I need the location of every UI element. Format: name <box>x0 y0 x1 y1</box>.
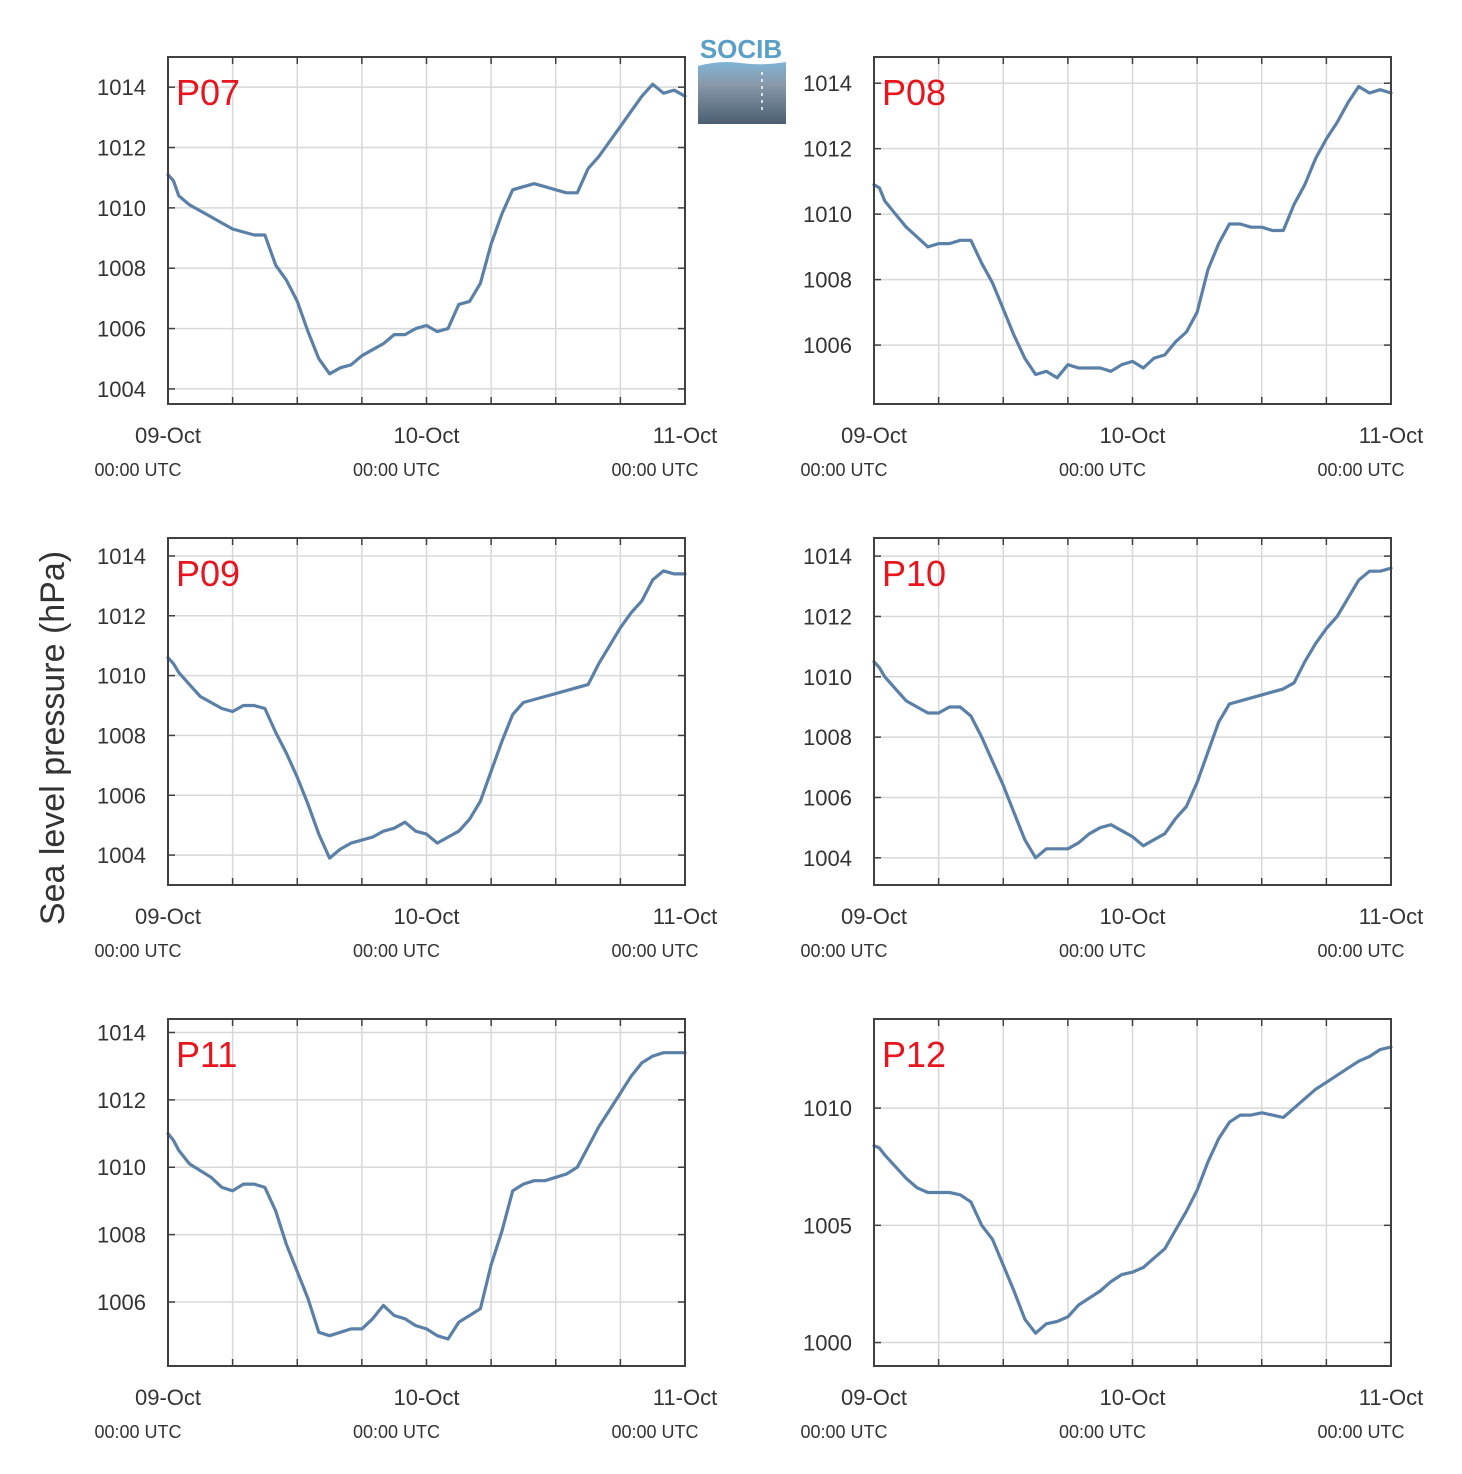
x-tick-time-label: 00:00 UTC <box>353 941 440 961</box>
y-tick-label: 1010 <box>97 1155 146 1180</box>
y-tick-label: 1010 <box>803 665 852 690</box>
panel-title: P11 <box>176 1034 237 1075</box>
series-line <box>166 1051 687 1341</box>
x-tick-time-label: 00:00 UTC <box>800 1422 887 1442</box>
y-tick-label: 1014 <box>97 544 146 569</box>
x-tick-date-label: 10-Oct <box>1099 904 1165 929</box>
x-tick-time-label: 00:00 UTC <box>611 1422 698 1442</box>
x-tick-date-label: 09-Oct <box>841 904 907 929</box>
panel-title: P09 <box>176 553 240 594</box>
y-tick-label: 1006 <box>97 317 146 342</box>
y-tick-label: 1008 <box>803 725 852 750</box>
x-tick-date-label: 09-Oct <box>135 904 201 929</box>
x-tick-time-label: 00:00 UTC <box>353 460 440 480</box>
y-tick-label: 1004 <box>97 843 146 868</box>
x-tick-time-label: 00:00 UTC <box>353 1422 440 1442</box>
x-tick-date-label: 11-Oct <box>653 1385 717 1410</box>
panel-title: P10 <box>882 553 946 594</box>
socib-logo: SOCIB <box>698 34 786 124</box>
x-tick-time-label: 00:00 UTC <box>94 460 181 480</box>
x-tick-date-label: 10-Oct <box>1099 1385 1165 1410</box>
x-tick-time-label: 00:00 UTC <box>611 460 698 480</box>
x-tick-time-label: 00:00 UTC <box>1317 941 1404 961</box>
y-tick-label: 1014 <box>97 75 146 100</box>
y-tick-label: 1005 <box>803 1213 852 1238</box>
series-line <box>166 82 687 376</box>
y-tick-label: 1008 <box>97 723 146 748</box>
x-tick-time-label: 00:00 UTC <box>1059 1422 1146 1442</box>
panel-p09: 1004 1006 1008 1010 1012 1014 P09 09-Oct 00:00 U… <box>94 537 717 961</box>
series-line <box>872 84 1393 380</box>
logo-text: SOCIB <box>700 34 782 64</box>
y-axis-label: Sea level pressure (hPa) <box>34 551 72 925</box>
x-tick-time-label: 00:00 UTC <box>1059 460 1146 480</box>
x-tick-date-label: 09-Oct <box>135 1385 201 1410</box>
x-tick-time-label: 00:00 UTC <box>94 941 181 961</box>
panel-p12: 1000 1005 1010 P12 09-Oct 00:00 UTC 10-Oct 00:0… <box>800 1018 1423 1442</box>
plot-frame <box>167 56 686 405</box>
logo-wave-shape <box>698 62 786 124</box>
panel-p07: 1004 1006 1008 1010 1012 1014 P07 09-Oct 00:00 U… <box>94 56 717 480</box>
series-line <box>872 566 1393 860</box>
y-tick-label: 1012 <box>97 1088 146 1113</box>
x-tick-date-label: 10-Oct <box>393 423 459 448</box>
y-tick-label: 1008 <box>97 1223 146 1248</box>
y-tick-label: 1008 <box>803 268 852 293</box>
y-tick-label: 1014 <box>803 544 852 569</box>
plot-frame <box>873 56 1392 405</box>
panel-p08: 1006 1008 1010 1012 1014 P08 09-Oct 00:00 UTC 10… <box>800 56 1423 480</box>
y-tick-label: 1014 <box>803 71 852 96</box>
y-tick-label: 1004 <box>97 377 146 402</box>
x-tick-date-label: 11-Oct <box>1359 904 1423 929</box>
y-tick-label: 1012 <box>803 137 852 162</box>
x-tick-time-label: 00:00 UTC <box>94 1422 181 1442</box>
y-tick-label: 1012 <box>97 136 146 161</box>
plot-frame <box>167 537 686 886</box>
panel-title: P12 <box>882 1034 946 1075</box>
plot-frame <box>873 1018 1392 1367</box>
x-tick-date-label: 11-Oct <box>653 904 717 929</box>
y-tick-label: 1010 <box>97 664 146 689</box>
panels: 1004 1006 1008 1010 1012 1014 P07 09-Oct 00:00 U… <box>94 56 1423 1442</box>
y-tick-label: 1006 <box>803 333 852 358</box>
y-tick-label: 1014 <box>97 1020 146 1045</box>
y-tick-label: 1012 <box>803 604 852 629</box>
series-line <box>166 569 687 860</box>
y-tick-label: 1012 <box>97 604 146 629</box>
x-tick-date-label: 10-Oct <box>393 904 459 929</box>
y-tick-label: 1010 <box>803 202 852 227</box>
x-tick-date-label: 11-Oct <box>1359 1385 1423 1410</box>
x-tick-date-label: 09-Oct <box>841 423 907 448</box>
x-tick-time-label: 00:00 UTC <box>1317 1422 1404 1442</box>
panel-p10: 1004 1006 1008 1010 1012 1014 P10 09-Oct 00:00 U… <box>800 537 1423 961</box>
x-tick-time-label: 00:00 UTC <box>800 941 887 961</box>
x-tick-date-label: 11-Oct <box>653 423 717 448</box>
y-tick-label: 1000 <box>803 1331 852 1356</box>
y-tick-label: 1004 <box>803 846 852 871</box>
panel-title: P08 <box>882 72 946 113</box>
panel-p11: 1006 1008 1010 1012 1014 P11 09-Oct 00:00 UTC 10… <box>94 1018 717 1442</box>
x-tick-date-label: 10-Oct <box>393 1385 459 1410</box>
series-line <box>872 1045 1393 1335</box>
x-tick-date-label: 10-Oct <box>1099 423 1165 448</box>
x-tick-time-label: 00:00 UTC <box>800 460 887 480</box>
x-tick-date-label: 09-Oct <box>841 1385 907 1410</box>
x-tick-date-label: 11-Oct <box>1359 423 1423 448</box>
x-tick-time-label: 00:00 UTC <box>611 941 698 961</box>
plot-frame <box>873 537 1392 886</box>
x-tick-time-label: 00:00 UTC <box>1059 941 1146 961</box>
x-tick-date-label: 09-Oct <box>135 423 201 448</box>
plot-frame <box>167 1018 686 1367</box>
y-tick-label: 1006 <box>97 783 146 808</box>
panel-title: P07 <box>176 72 240 113</box>
y-tick-label: 1010 <box>803 1096 852 1121</box>
y-tick-label: 1006 <box>97 1290 146 1315</box>
y-tick-label: 1006 <box>803 785 852 810</box>
x-tick-time-label: 00:00 UTC <box>1317 460 1404 480</box>
y-tick-label: 1008 <box>97 256 146 281</box>
y-tick-label: 1010 <box>97 196 146 221</box>
